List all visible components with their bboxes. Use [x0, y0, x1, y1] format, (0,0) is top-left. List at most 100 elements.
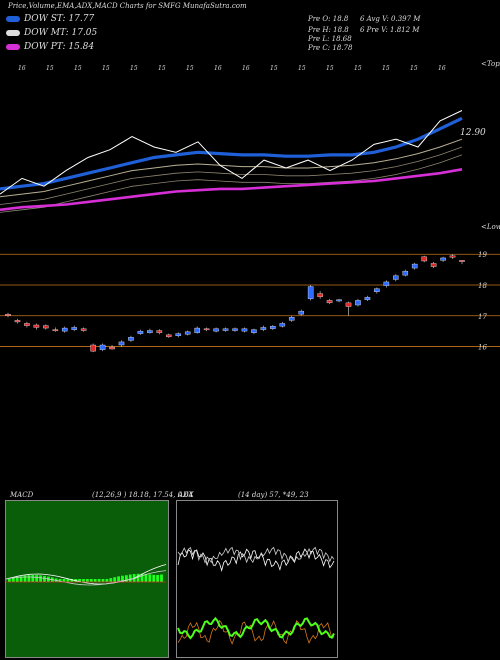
candle-body-35 — [336, 299, 342, 302]
macd-hist-bar-3 — [19, 576, 23, 582]
stat-pre-close: Pre C: 18.78 — [308, 44, 353, 52]
macd-hist-bar-5 — [27, 575, 31, 582]
ema-top-date-7: 16 — [214, 65, 222, 72]
candle-body-23 — [222, 328, 229, 331]
candle-body-41 — [392, 275, 399, 280]
lows-label: <Lows — [481, 223, 500, 231]
candle-body-6 — [61, 327, 68, 332]
macd-hist-bar-33 — [136, 573, 140, 582]
macd-hist-bar-15 — [66, 579, 70, 582]
ema-top-date-8: 16 — [242, 65, 250, 72]
ema-top-date-5: 15 — [158, 65, 166, 72]
candle-body-3 — [33, 324, 40, 328]
ema-top-date-11: 15 — [326, 65, 334, 72]
candle-body-29 — [279, 323, 286, 327]
candle-body-0 — [5, 314, 11, 316]
candle-body-26 — [251, 329, 257, 333]
legend-label-st: DOW ST: 17.77 — [24, 14, 95, 24]
ema-top-date-6: 15 — [186, 65, 194, 72]
stat-pre-volume: 6 Pre V: 1.812 M — [360, 26, 420, 34]
candle-body-37 — [355, 300, 361, 306]
candle-body-8 — [80, 328, 87, 331]
candle-body-25 — [241, 328, 248, 332]
candle-body-44 — [421, 256, 427, 262]
ema-series-line-0 — [0, 116, 463, 191]
stat-pre-low: Pre L: 18.68 — [308, 35, 352, 43]
macd-hist-bar-22 — [93, 579, 97, 582]
macd-hist-bar-8 — [39, 575, 42, 582]
legend-dow-st: DOW ST: 17.77 — [6, 14, 94, 24]
ema-top-date-9: 15 — [270, 65, 278, 72]
adx-line-b — [177, 546, 335, 564]
ema-top-date-4: 15 — [130, 65, 138, 72]
macd-hist-bar-13 — [58, 579, 62, 582]
candle-body-34 — [326, 300, 333, 304]
macd-hist-bar-1 — [11, 578, 15, 582]
macd-hist-bar-29 — [121, 575, 124, 582]
legend-label-pt: DOW PT: 15.84 — [24, 42, 95, 52]
candle-body-13 — [128, 337, 134, 341]
ema-top-date-0: 16 — [18, 65, 26, 72]
legend-label-mt: DOW MT: 17.05 — [24, 28, 98, 38]
candle-body-14 — [137, 330, 144, 334]
candle-body-30 — [288, 317, 295, 321]
ema-top-date-12: 15 — [354, 65, 362, 72]
candle-body-22 — [213, 328, 219, 332]
ema-fan-line-0 — [0, 146, 463, 205]
candle-body-11 — [109, 346, 115, 350]
candle-body-39 — [374, 288, 380, 292]
ema-top-date-2: 15 — [74, 65, 82, 72]
adx-line-a — [177, 548, 335, 572]
macd-hist-bar-21 — [89, 579, 93, 582]
ema-top-date-1: 15 — [46, 65, 54, 72]
ema-top-date-13: 15 — [382, 65, 390, 72]
macd-hist-bar-25 — [105, 579, 109, 582]
candle-axis-label-3: 16 — [478, 344, 487, 352]
stat-pre-open: Pre O: 18.8 — [308, 15, 349, 23]
macd-hist-bar-26 — [109, 578, 113, 582]
legend-swatch-st — [6, 15, 20, 22]
macd-hist-bar-37 — [152, 574, 156, 582]
candle-body-20 — [194, 327, 200, 333]
macd-hist-bar-4 — [23, 575, 27, 582]
macd-hist-bar-14 — [62, 579, 66, 582]
macd-hist-bar-28 — [117, 576, 120, 582]
candle-body-46 — [440, 257, 446, 261]
ema-top-date-10: 15 — [298, 65, 306, 72]
stat-avg-volume: 6 Avg V: 0.397 M — [360, 15, 421, 23]
adx-panel — [176, 500, 338, 658]
macd-hist-bar-2 — [15, 577, 19, 582]
adx-label: ADX — [178, 491, 194, 499]
macd-hist-bar-23 — [97, 579, 101, 582]
candle-body-27 — [260, 327, 267, 330]
macd-signal-line — [5, 570, 167, 586]
macd-hist-bar-30 — [125, 575, 128, 582]
candle-body-36 — [345, 302, 352, 307]
ema-top-date-15: 16 — [438, 65, 446, 72]
macd-label: MACD — [10, 491, 34, 499]
ema-series-line-2 — [0, 168, 463, 212]
ema-series-line-1 — [0, 138, 463, 198]
macd-hist-bar-35 — [144, 574, 148, 582]
candle-body-16 — [156, 330, 163, 333]
candle-body-21 — [203, 328, 210, 331]
macd-hist-bar-38 — [156, 575, 159, 582]
ema-fan-line-1 — [0, 154, 463, 213]
candle-body-19 — [184, 331, 191, 335]
tops-label: <Tops — [481, 60, 500, 68]
candle-body-33 — [317, 293, 323, 297]
legend-swatch-mt — [6, 29, 20, 36]
candle-body-47 — [449, 255, 456, 258]
macd-hist-bar-16 — [70, 579, 74, 582]
macd-hist-bar-0 — [8, 579, 11, 582]
ema-top-date-3: 15 — [102, 65, 110, 72]
candle-body-40 — [383, 281, 390, 286]
macd-hist-bar-34 — [140, 573, 144, 582]
candle-body-12 — [118, 341, 125, 346]
candle-body-17 — [165, 334, 172, 337]
legend-swatch-pt — [6, 43, 20, 50]
price-label: 12.90 — [460, 128, 486, 138]
candle-body-1 — [14, 320, 21, 323]
ema-series-line-3 — [0, 110, 463, 195]
